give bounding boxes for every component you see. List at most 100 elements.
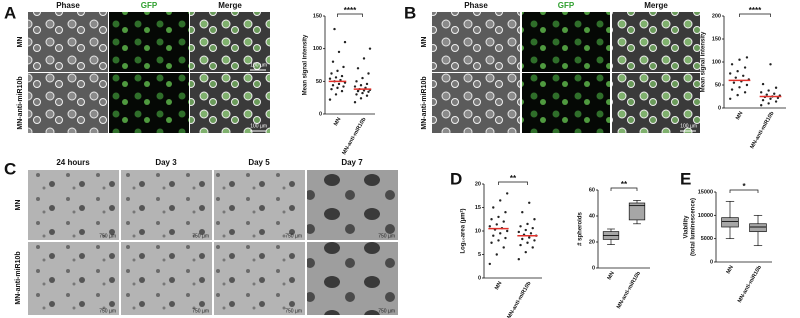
chart: 0 50 100 150 Mean signal intensity MNMN-anti-… <box>303 6 375 156</box>
significance-label: **** <box>749 6 762 15</box>
data-point <box>492 234 495 237</box>
y-tick-label: 60 <box>589 187 595 193</box>
data-point <box>490 241 493 244</box>
y-tick-label: 5000 <box>701 236 713 242</box>
data-point <box>490 218 493 221</box>
data-point <box>761 98 765 102</box>
y-axis-label: (total luminescence) <box>691 198 697 256</box>
data-point <box>774 100 778 103</box>
data-point <box>365 82 369 86</box>
scale-bar-label: 750 µm <box>192 308 209 314</box>
y-tick-label: 10 <box>475 228 481 234</box>
significance-bracket <box>498 181 528 185</box>
y-tick-label: 100 <box>313 46 322 52</box>
row-label: MN-anti-miR10b <box>15 251 22 304</box>
data-point <box>492 206 495 209</box>
x-tick-label: MN <box>494 281 503 291</box>
y-tick-label: 0 <box>319 111 322 117</box>
data-point <box>524 228 527 232</box>
data-point <box>533 218 536 221</box>
micrographs <box>28 170 398 315</box>
data-point <box>497 215 500 219</box>
data-point <box>355 80 358 83</box>
data-point <box>362 57 366 60</box>
column-header: Day 3 <box>155 158 177 167</box>
x-tick-label: MN-anti-miR10b <box>737 264 763 304</box>
x-tick-label: MN-anti-miR10b <box>341 116 367 156</box>
data-point <box>517 230 520 234</box>
y-axis-label: Mean signal intensity <box>701 31 707 92</box>
data-point <box>729 97 732 101</box>
box <box>721 217 739 228</box>
panel-label: B <box>404 3 416 22</box>
scale-bar-label: 750 µm <box>285 308 302 314</box>
panel-label: A <box>4 3 16 22</box>
y-tick-label: 20 <box>589 239 595 245</box>
data-point <box>734 76 737 79</box>
data-point <box>736 70 739 73</box>
box <box>749 223 767 233</box>
data-point <box>340 89 344 93</box>
significance-label: **** <box>344 6 357 15</box>
x-tick-label: MN-anti-miR10b <box>616 270 642 310</box>
data-point <box>769 97 772 101</box>
chart: 0 5 10 15 20 Log₁₀area (µm²) MN MN-anti-miR10b *… <box>460 174 542 318</box>
data-point <box>337 82 341 86</box>
column-header: Phase <box>56 1 80 10</box>
significance-bracket <box>337 13 363 17</box>
row-label: MN <box>15 200 22 211</box>
data-point <box>526 222 529 226</box>
data-point <box>367 90 370 93</box>
data-point <box>506 192 509 195</box>
scale-bar-label: 750 µm <box>99 233 116 239</box>
data-point <box>745 83 749 87</box>
data-point <box>488 225 491 228</box>
data-point <box>499 232 502 235</box>
data-point <box>732 81 736 84</box>
data-point <box>730 63 734 66</box>
data-point <box>330 72 333 75</box>
data-point <box>334 93 338 96</box>
row-label: MN-anti-miR10b <box>421 76 428 129</box>
data-point <box>504 236 507 240</box>
data-point <box>488 262 491 266</box>
data-point <box>343 40 347 44</box>
y-tick-label: 200 <box>712 13 721 19</box>
chart: 0 20 40 60 # spheroids MN MN-anti-miR10b ** <box>578 180 650 310</box>
column-header: Day 7 <box>341 158 363 167</box>
data-point <box>333 27 336 31</box>
data-point <box>743 91 747 94</box>
scale-bar-label: 100 µm <box>250 123 267 129</box>
data-point <box>337 50 341 54</box>
data-point <box>499 199 502 202</box>
x-tick-label: MN <box>735 111 744 121</box>
data-point <box>729 72 732 75</box>
data-point <box>531 246 534 249</box>
panel-label: D <box>450 169 462 188</box>
data-point <box>495 253 498 256</box>
y-tick-label: 0 <box>478 275 481 281</box>
data-point <box>336 86 339 90</box>
y-axis-label: Viability <box>684 215 690 239</box>
x-tick-label: MN-anti-miR10b <box>749 110 775 150</box>
data-point <box>767 102 770 105</box>
data-point <box>342 65 345 69</box>
data-point <box>328 77 332 80</box>
significance-label: * <box>742 182 746 191</box>
data-point <box>359 84 363 87</box>
scale-bar-label: 100 µm <box>250 62 267 68</box>
data-point <box>368 47 372 50</box>
y-tick-label: 50 <box>715 82 721 88</box>
chart: 0 5000 10000 15000 Viability (total luminesce… <box>684 182 772 304</box>
data-point <box>330 87 333 91</box>
y-tick-label: 0 <box>592 265 595 271</box>
data-point <box>738 86 741 89</box>
data-point <box>521 237 524 241</box>
y-tick-label: 15000 <box>698 189 713 195</box>
column-header: Day 5 <box>248 158 270 167</box>
data-point <box>340 74 344 78</box>
chart: 0 50 100 150 200 Mean signal intensity MN MN-an… <box>701 6 786 150</box>
box <box>628 202 646 221</box>
y-tick-label: 0 <box>710 259 713 265</box>
